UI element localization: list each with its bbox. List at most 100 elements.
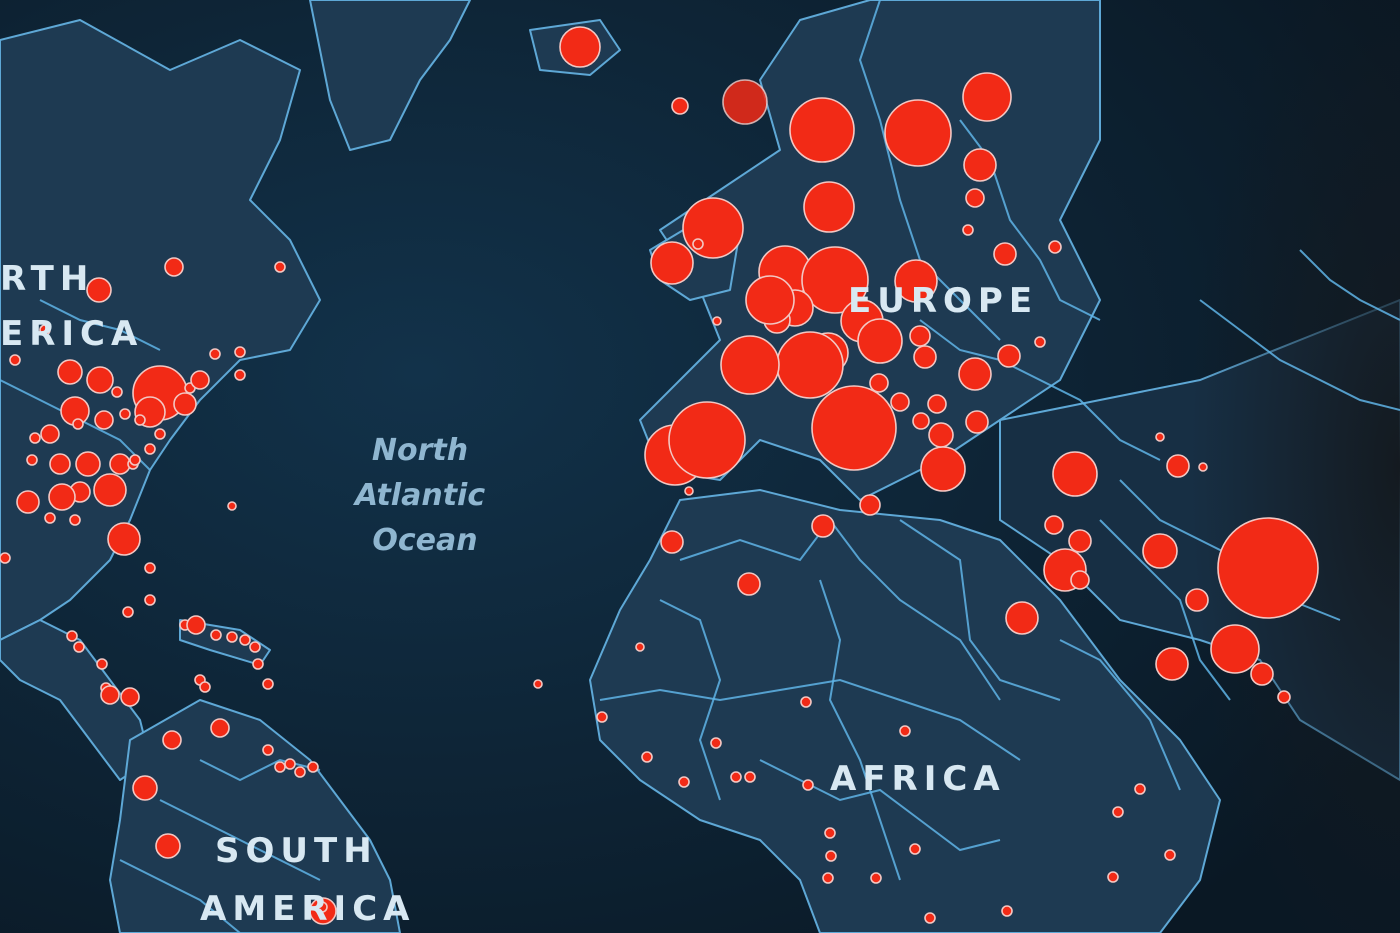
case-bubble	[920, 446, 966, 492]
case-bubble	[1048, 240, 1062, 254]
case-bubble	[963, 148, 997, 182]
case-bubble	[997, 344, 1021, 368]
case-bubble	[1134, 783, 1146, 795]
case-bubble	[1001, 905, 1013, 917]
case-bubble	[1155, 647, 1189, 681]
label-north-atlantic-line1: North	[372, 433, 468, 468]
case-bubble	[186, 615, 206, 635]
label-north-america-line1: RTH	[0, 259, 94, 299]
case-bubble	[678, 776, 690, 788]
case-bubble	[1185, 588, 1209, 612]
case-bubble	[692, 238, 704, 250]
case-bubble	[1068, 529, 1092, 553]
case-bubble	[712, 316, 722, 326]
case-bubble	[173, 392, 197, 416]
case-bubble	[96, 658, 108, 670]
case-bubble	[155, 833, 181, 859]
case-bubble	[1112, 806, 1124, 818]
case-bubble	[859, 494, 881, 516]
label-north-atlantic-line3: Ocean	[372, 523, 477, 558]
case-bubble	[682, 197, 744, 259]
case-bubble	[119, 408, 131, 420]
case-bubble	[210, 629, 222, 641]
case-bubble	[928, 422, 954, 448]
case-bubble	[811, 385, 897, 471]
case-bubble	[789, 97, 855, 163]
landmass-greenland	[309, 0, 471, 151]
case-bubble	[635, 642, 645, 652]
case-bubble	[144, 594, 156, 606]
case-bubble	[1164, 849, 1176, 861]
case-bubble	[164, 257, 184, 277]
case-bubble	[962, 72, 1012, 122]
case-bubble	[1210, 624, 1260, 674]
case-bubble	[776, 331, 844, 399]
case-bubble	[262, 744, 274, 756]
case-bubble	[965, 188, 985, 208]
case-bubble	[962, 224, 974, 236]
case-bubble	[744, 771, 756, 783]
case-bubble	[239, 634, 251, 646]
case-bubble	[899, 725, 911, 737]
case-bubble	[869, 373, 889, 393]
case-bubble	[737, 572, 761, 596]
label-north-atlantic-line2: Atlantic	[353, 478, 485, 513]
case-bubble	[48, 483, 76, 511]
case-bubble	[0, 552, 11, 564]
landmass-central-america	[0, 619, 151, 781]
case-bubble	[730, 771, 742, 783]
case-bubble	[16, 490, 40, 514]
case-bubble	[307, 761, 319, 773]
case-bubble	[1155, 432, 1165, 442]
label-south-america-line2: AMERICA	[200, 889, 415, 929]
case-bubble	[1198, 462, 1208, 472]
case-bubble	[993, 242, 1017, 266]
case-bubble	[210, 718, 230, 738]
label-africa: AFRICA	[830, 759, 1006, 799]
case-bubble	[1052, 451, 1098, 497]
case-bubble	[94, 410, 114, 430]
landmass-south-america	[109, 699, 401, 933]
case-bubble	[86, 366, 114, 394]
case-bubble	[226, 631, 238, 643]
case-bubble	[668, 401, 746, 479]
case-bubble	[824, 827, 836, 839]
case-bubble	[39, 324, 51, 336]
case-bubble	[890, 392, 910, 412]
case-bubble	[801, 246, 869, 314]
case-bubble	[262, 678, 274, 690]
case-bubble	[26, 454, 38, 466]
case-bubble	[884, 99, 952, 167]
case-bubble	[284, 758, 296, 770]
case-bubble	[909, 843, 921, 855]
case-bubble	[227, 501, 237, 511]
case-bubble	[559, 26, 601, 68]
case-bubble	[641, 751, 653, 763]
case-bubble	[720, 335, 780, 395]
case-bubble	[684, 486, 694, 496]
dark-east-overlay	[1050, 0, 1400, 933]
case-bubble	[66, 630, 78, 642]
case-bubble	[533, 679, 543, 689]
case-bubble	[894, 259, 938, 303]
case-bubble	[965, 410, 989, 434]
case-bubble	[745, 275, 795, 325]
case-bubble	[825, 850, 837, 862]
case-bubble	[154, 428, 166, 440]
case-bubble	[69, 514, 81, 526]
case-bubble	[671, 97, 689, 115]
case-bubble	[1166, 454, 1190, 478]
case-bubble	[1107, 871, 1119, 883]
case-bubble	[93, 473, 127, 507]
case-bubble	[722, 79, 768, 125]
case-bubble	[1070, 570, 1090, 590]
case-bubble	[134, 414, 146, 426]
case-bubble	[120, 687, 140, 707]
case-bubble	[109, 453, 131, 475]
case-bubble	[9, 354, 21, 366]
case-bubble	[802, 779, 814, 791]
case-bubble	[1005, 601, 1039, 635]
case-bubble	[1217, 517, 1319, 619]
case-bubble	[857, 318, 903, 364]
